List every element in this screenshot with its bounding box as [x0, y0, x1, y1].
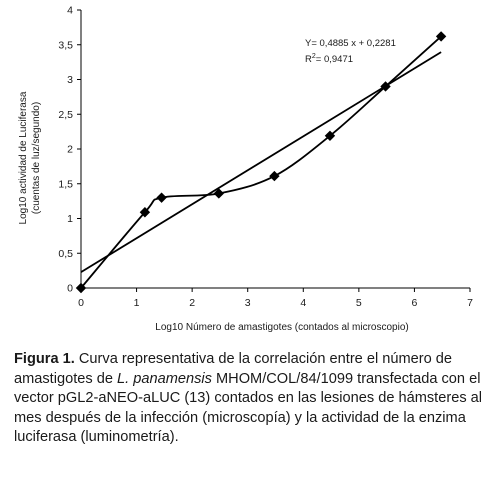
trendline: [80, 51, 442, 273]
caption-text-1: Curva representativa de la correlación e…: [14, 351, 453, 387]
y-axis-label: Log10 actividad de Luciferasa (cuentas d…: [18, 91, 42, 224]
y-tick-label: 2,5: [58, 109, 73, 121]
data-markers: [75, 31, 447, 294]
y-tick-label: 1,5: [58, 178, 73, 190]
data-point: [156, 192, 167, 203]
data-point: [269, 170, 280, 182]
y-tick-label: 0: [67, 283, 73, 295]
y-axis-label-line-1: Log10 actividad de Luciferasa: [18, 91, 29, 224]
trendline-path: [80, 51, 442, 273]
y-tick-label: 1: [67, 213, 73, 225]
caption-species: L. panamensis: [117, 370, 212, 387]
tick-marks: [77, 9, 471, 292]
y-axis-label-line-2: (cuentas de luz/segundo): [31, 102, 42, 214]
axes: [80, 10, 470, 289]
data-point: [139, 207, 151, 218]
y-tick-label: 3: [67, 74, 73, 86]
y-tick-label: 0,5: [58, 248, 73, 260]
y-tick-label: 3,5: [58, 39, 73, 51]
data-point: [75, 282, 87, 294]
x-tick-label: 1: [134, 297, 140, 309]
x-tick-label: 0: [78, 297, 84, 309]
r-squared-label: R2= 0,9471: [305, 53, 353, 65]
data-point: [435, 31, 447, 42]
y-tick-label: 2: [67, 144, 73, 156]
caption-text-2: MHOM/COL/84/1099 transfectada con el vec…: [14, 370, 483, 446]
data-point: [324, 130, 336, 141]
trendline-equation: Y= 0,4885 x + 0,2281: [305, 38, 396, 49]
y-tick-label: 4: [67, 5, 73, 17]
data-point: [380, 81, 391, 92]
x-tick-label: 4: [300, 297, 306, 309]
x-tick-label: 7: [467, 297, 473, 309]
tick-labels: 0 0,5 1 1,5 2 2,5 3 3,5 4 0 1 2 3 4 5 6 7: [58, 5, 473, 310]
caption-label: Figura 1.: [14, 351, 75, 367]
x-tick-label: 2: [189, 297, 195, 309]
figure-caption: Figura 1. Curva representativa de la cor…: [14, 350, 486, 448]
data-point: [213, 188, 225, 199]
x-tick-label: 5: [356, 297, 362, 309]
x-tick-label: 3: [245, 297, 251, 309]
correlation-chart: 0 0,5 1 1,5 2 2,5 3 3,5 4 0 1 2 3 4 5 6 7 Y= 0,4885 x + …: [18, 5, 473, 334]
x-axis-label: Log10 Número de amastigotes (contados al…: [155, 322, 408, 333]
x-tick-label: 6: [412, 297, 418, 309]
